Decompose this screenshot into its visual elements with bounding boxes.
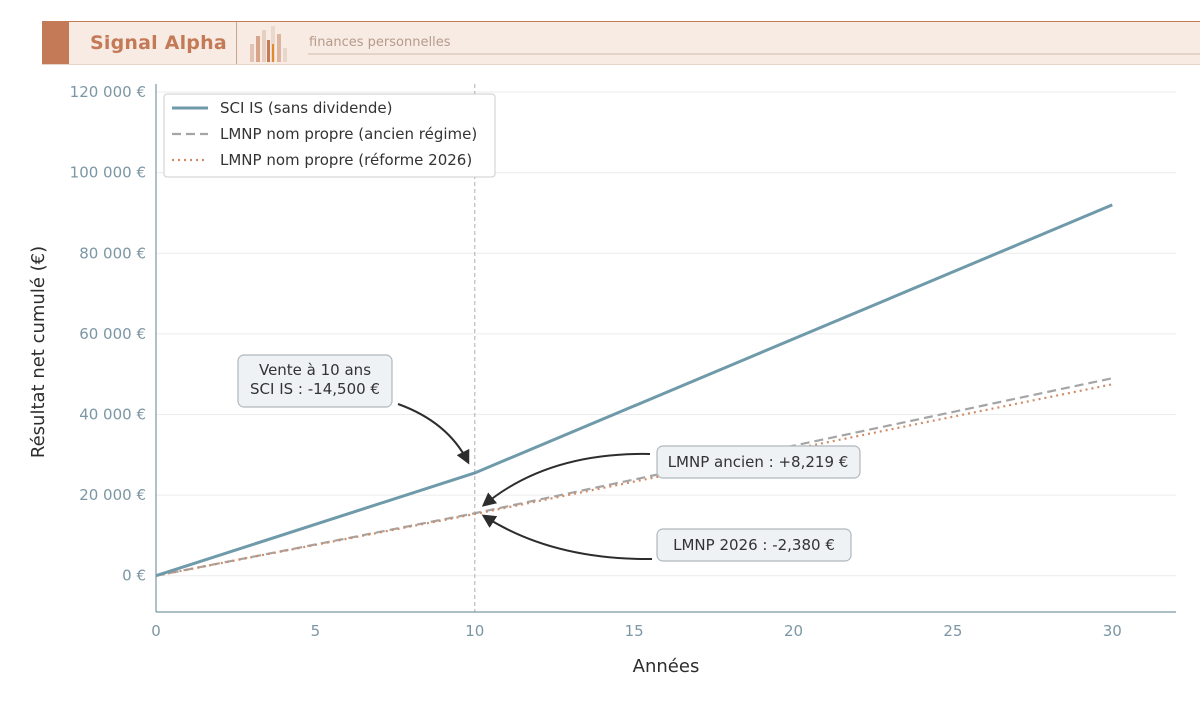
x-tick-labels: 0 5 10 15 20 25 30 xyxy=(151,622,1122,640)
series-lines xyxy=(155,203,1113,578)
x-tick-label: 5 xyxy=(311,622,321,640)
legend-label-2: LMNP nom propre (ancien régime) xyxy=(220,125,477,143)
x-tick-label: 10 xyxy=(465,622,484,640)
annotation-text-1: Vente à 10 ans xyxy=(259,361,371,379)
annotation-box-1 xyxy=(237,354,393,408)
series-line-3 xyxy=(155,383,1113,577)
y-tick-label: 60 000 € xyxy=(79,325,146,343)
header-separator xyxy=(236,22,237,64)
legend-label-1: SCI IS (sans dividende) xyxy=(220,99,392,117)
y-tick-label: 80 000 € xyxy=(79,244,146,262)
header-underline xyxy=(308,53,1200,55)
header-banner: Signal Alpha finances personnelles xyxy=(42,21,1200,65)
y-tick-label: 120 000 € xyxy=(70,83,146,101)
bar-chart-logo-icon xyxy=(250,26,287,62)
series-line-1 xyxy=(155,203,1113,578)
x-tick-label: 25 xyxy=(943,622,962,640)
header-tagline: finances personnelles xyxy=(309,35,451,50)
y-tick-label: 100 000 € xyxy=(70,164,146,182)
legend-box xyxy=(163,93,496,178)
annotation-text-3: LMNP 2026 : -2,380 € xyxy=(673,536,835,554)
annotation-arrow-1 xyxy=(397,403,470,465)
annotation-box-3 xyxy=(656,528,852,562)
x-tick-label: 30 xyxy=(1103,622,1122,640)
annotation-box-2 xyxy=(656,445,861,479)
y-tick-label: 20 000 € xyxy=(79,486,146,504)
annotation-arrow-3 xyxy=(481,514,653,561)
x-axis-label: Années xyxy=(633,656,700,677)
brand-color-block xyxy=(42,22,69,64)
grid-lines xyxy=(156,91,1176,577)
y-axis-label: Résultat net cumulé (€) xyxy=(28,246,49,458)
brand-name: Signal Alpha xyxy=(90,32,227,54)
x-tick-label: 15 xyxy=(625,622,644,640)
y-tick-label: 0 € xyxy=(122,567,146,585)
legend-label-3: LMNP nom propre (réforme 2026) xyxy=(220,151,472,169)
y-tick-labels: 0 € 20 000 € 40 000 € 60 000 € 80 000 € 100 0… xyxy=(70,83,146,585)
y-tick-label: 40 000 € xyxy=(79,406,146,424)
series-line-2 xyxy=(155,377,1113,577)
legend: SCI IS (sans dividende) LMNP nom propre (… xyxy=(163,93,496,178)
x-tick-label: 20 xyxy=(784,622,803,640)
annotation-arrow-2 xyxy=(481,452,651,507)
axes xyxy=(155,84,1176,613)
annotation-text-2: LMNP ancien : +8,219 € xyxy=(668,453,849,471)
x-tick-label: 0 xyxy=(151,622,161,640)
annotation-text-1: SCI IS : -14,500 € xyxy=(250,380,380,398)
